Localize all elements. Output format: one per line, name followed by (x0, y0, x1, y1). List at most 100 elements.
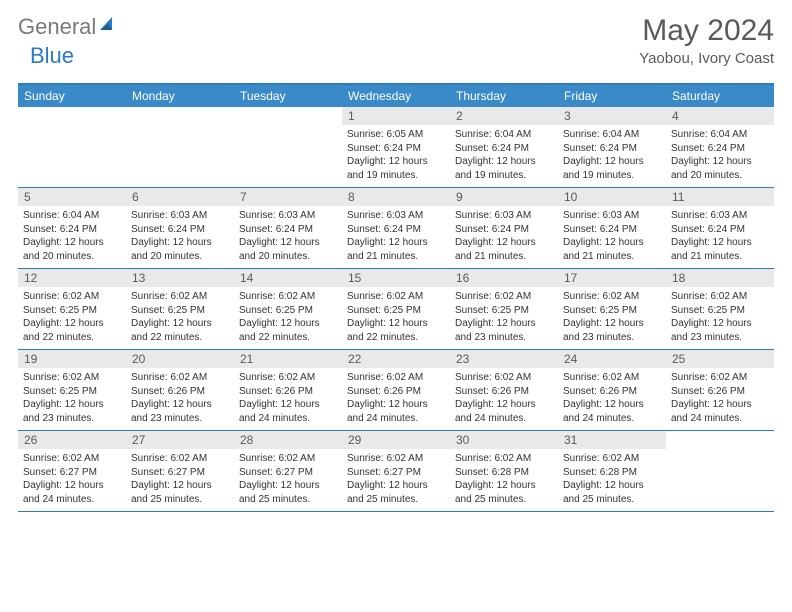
day-number: 1 (342, 107, 450, 125)
sunset-text: Sunset: 6:28 PM (563, 466, 661, 480)
daylight-text: Daylight: 12 hours and 23 minutes. (671, 317, 769, 344)
sunrise-text: Sunrise: 6:02 AM (131, 452, 229, 466)
sunrise-text: Sunrise: 6:02 AM (563, 452, 661, 466)
sunset-text: Sunset: 6:24 PM (347, 142, 445, 156)
day-number: 24 (558, 350, 666, 368)
day-number: 4 (666, 107, 774, 125)
daylight-text: Daylight: 12 hours and 23 minutes. (563, 317, 661, 344)
day-body: Sunrise: 6:02 AMSunset: 6:25 PMDaylight:… (666, 287, 774, 349)
sunset-text: Sunset: 6:26 PM (455, 385, 553, 399)
daylight-text: Daylight: 12 hours and 24 minutes. (455, 398, 553, 425)
day-body: Sunrise: 6:02 AMSunset: 6:25 PMDaylight:… (18, 368, 126, 430)
daylight-text: Daylight: 12 hours and 24 minutes. (239, 398, 337, 425)
daylight-text: Daylight: 12 hours and 25 minutes. (347, 479, 445, 506)
day-number: 27 (126, 431, 234, 449)
logo: General (18, 14, 120, 40)
daylight-text: Daylight: 12 hours and 24 minutes. (563, 398, 661, 425)
day-cell: 30Sunrise: 6:02 AMSunset: 6:28 PMDayligh… (450, 431, 558, 511)
day-body: Sunrise: 6:03 AMSunset: 6:24 PMDaylight:… (450, 206, 558, 268)
daylight-text: Daylight: 12 hours and 22 minutes. (347, 317, 445, 344)
day-number: 9 (450, 188, 558, 206)
day-body: Sunrise: 6:03 AMSunset: 6:24 PMDaylight:… (666, 206, 774, 268)
day-cell: 21Sunrise: 6:02 AMSunset: 6:26 PMDayligh… (234, 350, 342, 430)
day-number: 22 (342, 350, 450, 368)
day-cell: 12Sunrise: 6:02 AMSunset: 6:25 PMDayligh… (18, 269, 126, 349)
sunset-text: Sunset: 6:24 PM (239, 223, 337, 237)
sunrise-text: Sunrise: 6:02 AM (131, 371, 229, 385)
day-header: Tuesday (234, 85, 342, 107)
sunrise-text: Sunrise: 6:02 AM (347, 290, 445, 304)
day-cell: 17Sunrise: 6:02 AMSunset: 6:25 PMDayligh… (558, 269, 666, 349)
sunrise-text: Sunrise: 6:02 AM (347, 452, 445, 466)
day-body: Sunrise: 6:05 AMSunset: 6:24 PMDaylight:… (342, 125, 450, 187)
day-body: Sunrise: 6:03 AMSunset: 6:24 PMDaylight:… (126, 206, 234, 268)
daylight-text: Daylight: 12 hours and 24 minutes. (671, 398, 769, 425)
day-number: 7 (234, 188, 342, 206)
day-body: Sunrise: 6:02 AMSunset: 6:26 PMDaylight:… (666, 368, 774, 430)
day-cell: 2Sunrise: 6:04 AMSunset: 6:24 PMDaylight… (450, 107, 558, 187)
day-cell: 15Sunrise: 6:02 AMSunset: 6:25 PMDayligh… (342, 269, 450, 349)
title-block: May 2024 Yaobou, Ivory Coast (639, 14, 774, 67)
daylight-text: Daylight: 12 hours and 20 minutes. (131, 236, 229, 263)
sunrise-text: Sunrise: 6:02 AM (671, 290, 769, 304)
daylight-text: Daylight: 12 hours and 19 minutes. (455, 155, 553, 182)
daylight-text: Daylight: 12 hours and 23 minutes. (455, 317, 553, 344)
sunset-text: Sunset: 6:25 PM (671, 304, 769, 318)
day-cell: 7Sunrise: 6:03 AMSunset: 6:24 PMDaylight… (234, 188, 342, 268)
sunrise-text: Sunrise: 6:03 AM (239, 209, 337, 223)
sunset-text: Sunset: 6:25 PM (563, 304, 661, 318)
day-number: 11 (666, 188, 774, 206)
sunset-text: Sunset: 6:24 PM (131, 223, 229, 237)
logo-text-blue: Blue (30, 43, 74, 69)
sunrise-text: Sunrise: 6:04 AM (671, 128, 769, 142)
day-header: Friday (558, 85, 666, 107)
day-cell: 11Sunrise: 6:03 AMSunset: 6:24 PMDayligh… (666, 188, 774, 268)
day-cell: 20Sunrise: 6:02 AMSunset: 6:26 PMDayligh… (126, 350, 234, 430)
sunset-text: Sunset: 6:25 PM (455, 304, 553, 318)
day-header: Monday (126, 85, 234, 107)
day-cell: 22Sunrise: 6:02 AMSunset: 6:26 PMDayligh… (342, 350, 450, 430)
day-cell: 26Sunrise: 6:02 AMSunset: 6:27 PMDayligh… (18, 431, 126, 511)
day-cell: 28Sunrise: 6:02 AMSunset: 6:27 PMDayligh… (234, 431, 342, 511)
day-cell: 4Sunrise: 6:04 AMSunset: 6:24 PMDaylight… (666, 107, 774, 187)
day-number: 17 (558, 269, 666, 287)
day-number: 8 (342, 188, 450, 206)
day-cell: 24Sunrise: 6:02 AMSunset: 6:26 PMDayligh… (558, 350, 666, 430)
day-body: Sunrise: 6:04 AMSunset: 6:24 PMDaylight:… (18, 206, 126, 268)
sunset-text: Sunset: 6:25 PM (347, 304, 445, 318)
sunrise-text: Sunrise: 6:03 AM (131, 209, 229, 223)
day-number: 12 (18, 269, 126, 287)
daylight-text: Daylight: 12 hours and 23 minutes. (23, 398, 121, 425)
daylight-text: Daylight: 12 hours and 25 minutes. (131, 479, 229, 506)
sunset-text: Sunset: 6:24 PM (563, 223, 661, 237)
sunset-text: Sunset: 6:27 PM (23, 466, 121, 480)
sunrise-text: Sunrise: 6:02 AM (455, 452, 553, 466)
sunrise-text: Sunrise: 6:02 AM (23, 452, 121, 466)
daylight-text: Daylight: 12 hours and 22 minutes. (131, 317, 229, 344)
week-row: 1Sunrise: 6:05 AMSunset: 6:24 PMDaylight… (18, 107, 774, 188)
day-cell: 31Sunrise: 6:02 AMSunset: 6:28 PMDayligh… (558, 431, 666, 511)
sunrise-text: Sunrise: 6:03 AM (563, 209, 661, 223)
day-body: Sunrise: 6:04 AMSunset: 6:24 PMDaylight:… (666, 125, 774, 187)
sunrise-text: Sunrise: 6:02 AM (563, 290, 661, 304)
sunrise-text: Sunrise: 6:03 AM (347, 209, 445, 223)
sunset-text: Sunset: 6:24 PM (347, 223, 445, 237)
day-cell: 1Sunrise: 6:05 AMSunset: 6:24 PMDaylight… (342, 107, 450, 187)
day-body: Sunrise: 6:02 AMSunset: 6:25 PMDaylight:… (342, 287, 450, 349)
day-number: 23 (450, 350, 558, 368)
sunset-text: Sunset: 6:26 PM (563, 385, 661, 399)
logo-text-general: General (18, 14, 96, 40)
sunset-text: Sunset: 6:25 PM (23, 304, 121, 318)
day-number: 31 (558, 431, 666, 449)
day-body: Sunrise: 6:02 AMSunset: 6:28 PMDaylight:… (450, 449, 558, 511)
sunset-text: Sunset: 6:24 PM (455, 142, 553, 156)
week-row: 12Sunrise: 6:02 AMSunset: 6:25 PMDayligh… (18, 269, 774, 350)
day-cell: 8Sunrise: 6:03 AMSunset: 6:24 PMDaylight… (342, 188, 450, 268)
day-cell: 10Sunrise: 6:03 AMSunset: 6:24 PMDayligh… (558, 188, 666, 268)
sunset-text: Sunset: 6:25 PM (239, 304, 337, 318)
day-cell: 25Sunrise: 6:02 AMSunset: 6:26 PMDayligh… (666, 350, 774, 430)
day-number: 29 (342, 431, 450, 449)
day-body: Sunrise: 6:02 AMSunset: 6:25 PMDaylight:… (558, 287, 666, 349)
day-cell (234, 107, 342, 187)
daylight-text: Daylight: 12 hours and 19 minutes. (347, 155, 445, 182)
